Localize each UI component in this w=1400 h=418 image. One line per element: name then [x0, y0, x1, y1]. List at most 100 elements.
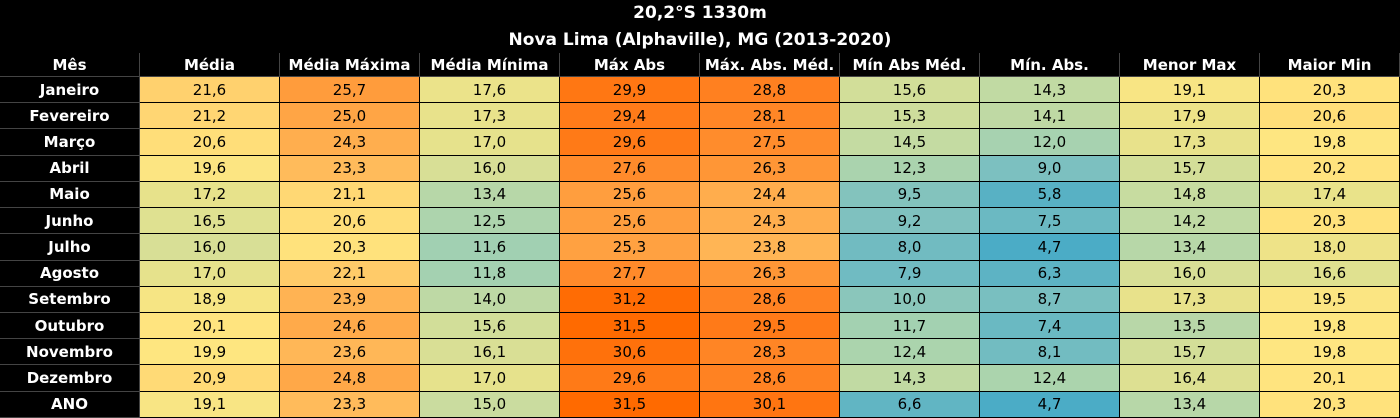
row-header: Janeiro [0, 77, 140, 104]
value-cell: 18,9 [140, 286, 280, 313]
column-header: Máx Abs [560, 53, 700, 77]
value-cell: 27,6 [560, 155, 700, 182]
value-cell: 20,6 [140, 129, 280, 156]
value-cell: 23,9 [280, 286, 420, 313]
value-cell: 17,9 [1120, 103, 1260, 130]
climate-table: Mês Média Média Máxima Média Mínima Máx Abs M… [0, 53, 1400, 418]
value-cell: 20,1 [140, 312, 280, 340]
value-cell: 4,7 [980, 391, 1120, 418]
value-cell: 17,0 [420, 129, 560, 156]
value-cell: 12,5 [420, 208, 560, 235]
value-cell: 20,2 [1260, 155, 1400, 182]
value-cell: 30,6 [560, 339, 700, 366]
column-header: Média Mínima [420, 53, 560, 77]
value-cell: 16,6 [1260, 260, 1400, 287]
value-cell: 7,9 [840, 260, 980, 287]
value-cell: 21,6 [140, 77, 280, 104]
value-cell: 29,9 [560, 77, 700, 104]
value-cell: 17,3 [420, 103, 560, 130]
value-cell: 17,0 [140, 260, 280, 287]
value-cell: 25,0 [280, 103, 420, 130]
row-header: Julho [0, 234, 140, 261]
row-header: Fevereiro [0, 103, 140, 130]
value-cell: 14,2 [1120, 208, 1260, 235]
value-cell: 13,4 [420, 181, 560, 209]
value-cell: 15,6 [840, 77, 980, 104]
value-cell: 29,5 [700, 312, 840, 340]
value-cell: 14,8 [1120, 181, 1260, 209]
value-cell: 20,9 [140, 365, 280, 392]
value-cell: 7,5 [980, 208, 1120, 235]
value-cell: 19,5 [1260, 286, 1400, 313]
value-cell: 19,9 [140, 339, 280, 366]
value-cell: 12,0 [980, 129, 1120, 156]
column-header: Menor Max [1120, 53, 1260, 77]
column-header: Maior Min [1260, 53, 1400, 77]
value-cell: 31,5 [560, 391, 700, 418]
value-cell: 10,0 [840, 286, 980, 313]
value-cell: 19,8 [1260, 312, 1400, 340]
value-cell: 19,6 [140, 155, 280, 182]
value-cell: 20,6 [1260, 103, 1400, 130]
value-cell: 16,1 [420, 339, 560, 366]
value-cell: 15,6 [420, 312, 560, 340]
value-cell: 24,3 [700, 208, 840, 235]
value-cell: 13,4 [1120, 234, 1260, 261]
column-header: Média [140, 53, 280, 77]
value-cell: 25,7 [280, 77, 420, 104]
value-cell: 21,1 [280, 181, 420, 209]
value-cell: 14,1 [980, 103, 1120, 130]
value-cell: 23,3 [280, 155, 420, 182]
value-cell: 17,3 [1120, 129, 1260, 156]
title: 20,2°S 1330m [633, 3, 767, 23]
value-cell: 12,4 [980, 365, 1120, 392]
row-header: Maio [0, 181, 140, 209]
value-cell: 9,2 [840, 208, 980, 235]
value-cell: 24,8 [280, 365, 420, 392]
value-cell: 11,8 [420, 260, 560, 287]
value-cell: 19,8 [1260, 129, 1400, 156]
value-cell: 12,4 [840, 339, 980, 366]
value-cell: 20,3 [1260, 208, 1400, 235]
value-cell: 9,0 [980, 155, 1120, 182]
value-cell: 27,5 [700, 129, 840, 156]
value-cell: 11,6 [420, 234, 560, 261]
value-cell: 29,6 [560, 129, 700, 156]
row-header: Setembro [0, 286, 140, 313]
value-cell: 21,2 [140, 103, 280, 130]
value-cell: 4,7 [980, 234, 1120, 261]
value-cell: 8,0 [840, 234, 980, 261]
value-cell: 19,1 [1120, 77, 1260, 104]
value-cell: 15,7 [1120, 155, 1260, 182]
value-cell: 20,1 [1260, 365, 1400, 392]
value-cell: 24,3 [280, 129, 420, 156]
value-cell: 17,4 [1260, 181, 1400, 209]
value-cell: 25,6 [560, 208, 700, 235]
value-cell: 17,3 [1120, 286, 1260, 313]
value-cell: 16,4 [1120, 365, 1260, 392]
value-cell: 13,4 [1120, 391, 1260, 418]
value-cell: 22,1 [280, 260, 420, 287]
value-cell: 14,3 [840, 365, 980, 392]
value-cell: 25,6 [560, 181, 700, 209]
value-cell: 5,8 [980, 181, 1120, 209]
row-header: Novembro [0, 339, 140, 366]
value-cell: 28,3 [700, 339, 840, 366]
value-cell: 15,0 [420, 391, 560, 418]
value-cell: 18,0 [1260, 234, 1400, 261]
row-header: Março [0, 129, 140, 156]
value-cell: 16,5 [140, 208, 280, 235]
value-cell: 28,6 [700, 286, 840, 313]
value-cell: 15,3 [840, 103, 980, 130]
value-cell: 8,1 [980, 339, 1120, 366]
value-cell: 7,4 [980, 312, 1120, 340]
column-header: Mín Abs Méd. [840, 53, 980, 77]
value-cell: 20,3 [1260, 77, 1400, 104]
value-cell: 12,3 [840, 155, 980, 182]
value-cell: 31,2 [560, 286, 700, 313]
column-header: Mín. Abs. [980, 53, 1120, 77]
value-cell: 16,0 [1120, 260, 1260, 287]
value-cell: 15,7 [1120, 339, 1260, 366]
value-cell: 6,6 [840, 391, 980, 418]
row-header: Abril [0, 155, 140, 182]
